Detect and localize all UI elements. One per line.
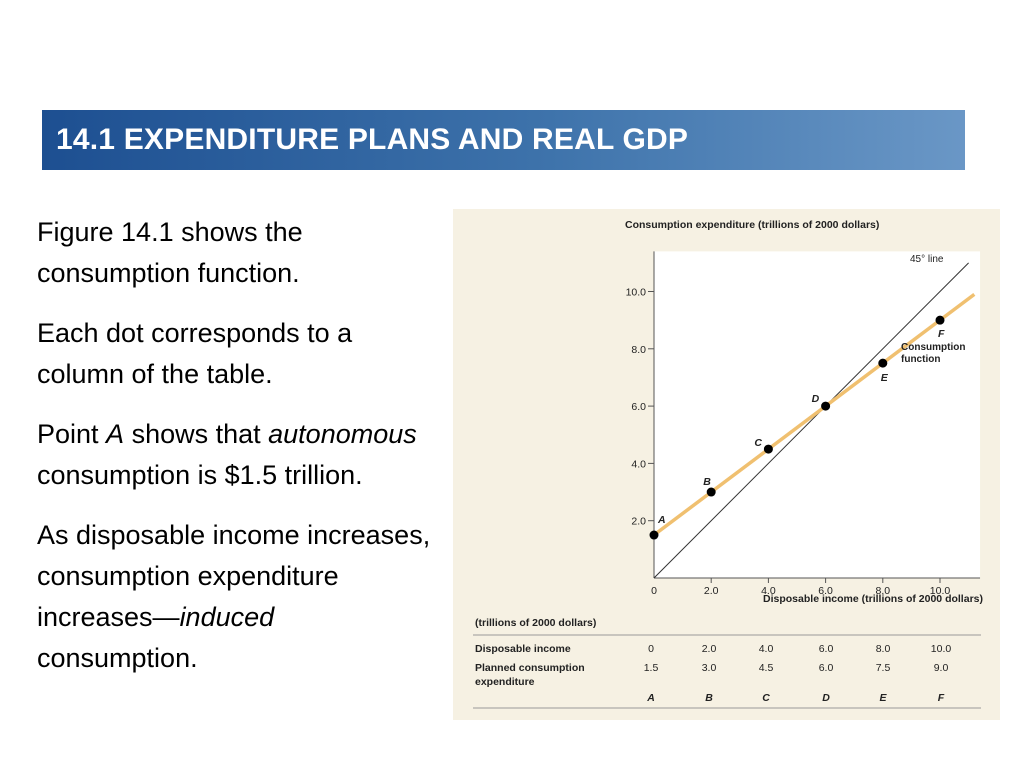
x-tick-label: 4.0 <box>761 585 776 597</box>
x-axis-title: Disposable income (trillions of 2000 dol… <box>763 593 983 605</box>
table-cell: 10.0 <box>931 643 952 655</box>
autonomous-italic: autonomous <box>268 419 417 449</box>
x-tick-label: 2.0 <box>704 585 719 597</box>
point-label-a: A <box>657 514 666 526</box>
consumption-function-label-line: Consumption <box>901 342 965 353</box>
consumption-function-line <box>652 292 976 537</box>
paragraph-3-part-c: shows that <box>124 419 269 449</box>
table-column-letter: B <box>705 692 713 704</box>
consumption-function-label-line: function <box>901 354 940 365</box>
paragraph-3: Point A shows that autonomous consumptio… <box>37 414 437 496</box>
paragraph-3-part-a: Point <box>37 419 107 449</box>
figure-panel: Consumption expenditure (trillions of 20… <box>453 209 1000 720</box>
table-column-letter: E <box>879 692 887 704</box>
point-f <box>935 315 945 325</box>
x-tick-label: 8.0 <box>875 585 890 597</box>
table-cell: 2.0 <box>702 643 717 655</box>
table-cell: 3.0 <box>702 662 717 674</box>
table-column-letter: D <box>822 692 830 704</box>
point-b <box>706 487 716 497</box>
paragraph-4: As disposable income increases, consumpt… <box>37 515 437 679</box>
consumption-chart: Consumption expenditure (trillions of 20… <box>473 219 983 709</box>
induced-italic: induced <box>179 602 275 632</box>
consumption-function-label: Consumption function <box>901 342 965 365</box>
table-cell: 6.0 <box>819 643 834 655</box>
point-label-e: E <box>881 372 889 384</box>
point-label-d: D <box>812 393 820 405</box>
y-tick-label: 8.0 <box>631 344 646 356</box>
table-row-label: Planned consumption <box>475 662 585 674</box>
paragraph-1: Figure 14.1 shows the consumption functi… <box>37 217 303 288</box>
paragraph-4-part-a: As disposable income increases, consumpt… <box>37 520 431 632</box>
point-label-f: F <box>938 328 945 340</box>
table-cell: 8.0 <box>876 643 891 655</box>
paragraph-4-part-c: consumption. <box>37 643 198 673</box>
line-45-degree <box>653 262 969 579</box>
body-text: Figure 14.1 shows the consumption functi… <box>37 212 437 698</box>
point-c <box>763 444 773 454</box>
point-label-b: B <box>703 476 711 488</box>
point-label-c: C <box>754 437 762 449</box>
y-axis-title: Consumption expenditure (trillions of 20… <box>625 219 879 231</box>
table-cell: 1.5 <box>644 662 659 674</box>
table-caption: (trillions of 2000 dollars) <box>475 617 596 629</box>
x-tick-label: 0 <box>651 585 657 597</box>
slide-title: 14.1 EXPENDITURE PLANS AND REAL GDP <box>56 123 689 156</box>
y-tick-label: 10.0 <box>626 287 647 299</box>
table-cell: 4.0 <box>759 643 774 655</box>
table-column-letter: C <box>762 692 770 704</box>
paragraph-2: Each dot corresponds to a column of the … <box>37 318 353 389</box>
table-row-label: expenditure <box>475 676 535 688</box>
point-a-italic: A <box>106 419 125 449</box>
table-cell: 6.0 <box>819 662 834 674</box>
table-row-label: Disposable income <box>475 643 571 655</box>
point-a <box>649 530 659 540</box>
table-column-letter: F <box>938 692 945 704</box>
table-cell: 7.5 <box>876 662 891 674</box>
y-tick-label: 6.0 <box>631 401 646 413</box>
point-d <box>821 401 831 411</box>
x-tick-label: 10.0 <box>930 585 951 597</box>
point-e <box>878 358 888 368</box>
paragraph-3-part-e: consumption is $1.5 trillion. <box>37 460 363 490</box>
line-45-label: 45° line <box>910 254 944 265</box>
x-tick-label: 6.0 <box>818 585 833 597</box>
title-bar: 14.1 EXPENDITURE PLANS AND REAL GDP <box>42 110 965 170</box>
table-column-letter: A <box>646 692 655 704</box>
table-cell: 4.5 <box>759 662 774 674</box>
y-tick-label: 4.0 <box>631 458 646 470</box>
table-cell: 9.0 <box>934 662 949 674</box>
table-cell: 0 <box>648 643 654 655</box>
y-tick-label: 2.0 <box>631 516 646 528</box>
